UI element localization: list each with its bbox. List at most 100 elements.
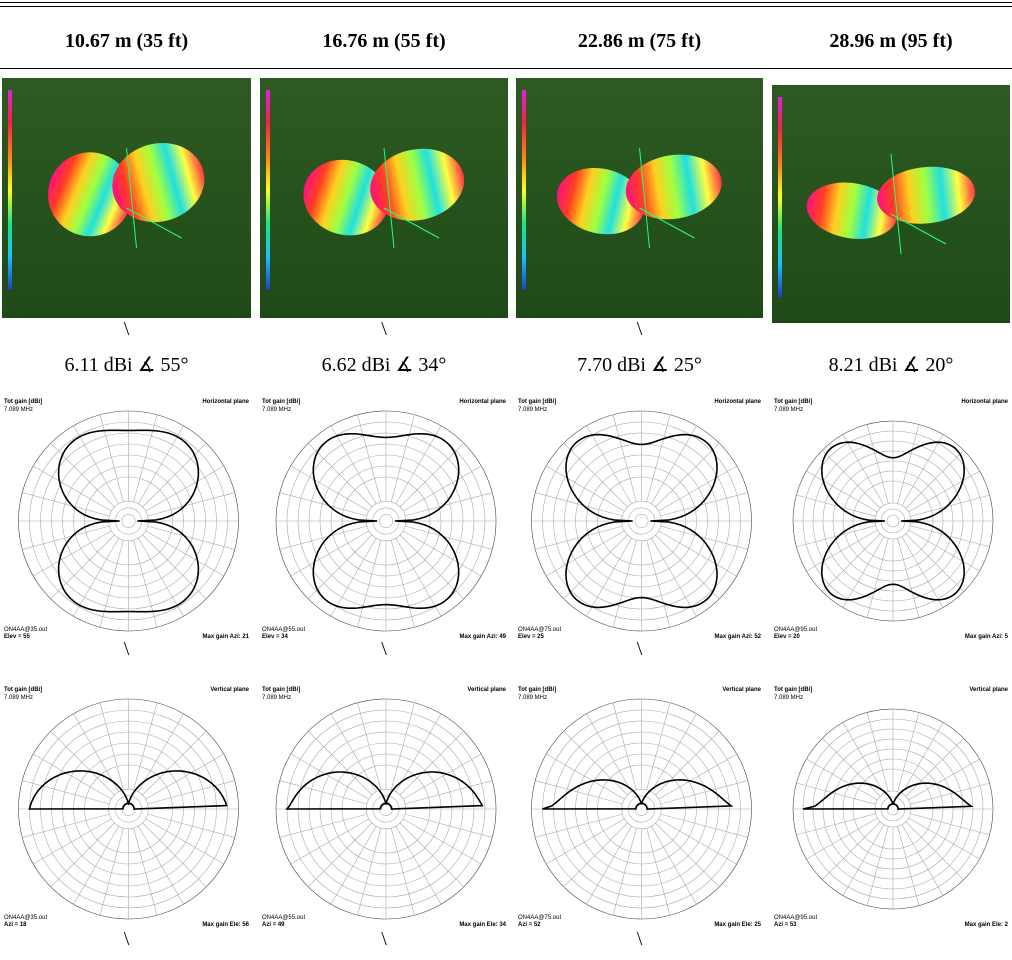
separator: \ bbox=[381, 928, 387, 950]
grid-spoke bbox=[806, 529, 878, 572]
grid-spoke bbox=[842, 722, 885, 794]
plot-label: Tot gain [dBi] bbox=[4, 687, 42, 693]
plot-label: Vertical plane bbox=[467, 687, 506, 693]
grid-spoke bbox=[399, 534, 464, 599]
gain-caption: 6.11 dBi ∡ 55° bbox=[64, 354, 189, 376]
grid-spoke bbox=[901, 824, 944, 896]
grid-spoke bbox=[651, 425, 697, 505]
grid-spoke bbox=[646, 702, 671, 790]
grid-spoke bbox=[546, 530, 625, 577]
grid-spoke bbox=[402, 530, 482, 577]
grid-spoke bbox=[402, 465, 482, 512]
grid-spoke bbox=[147, 813, 235, 838]
grid-spoke bbox=[612, 414, 637, 502]
color-bar bbox=[778, 97, 782, 297]
separator: \ bbox=[636, 928, 643, 950]
vertical-polar-plot: Tot gain [dBi] 7.089 MHz Vertical plane ON4… bbox=[774, 687, 1009, 928]
plot-label: Azi = 49 bbox=[262, 922, 285, 928]
plot-label: Vertical plane bbox=[969, 687, 1008, 693]
plot-label: ON4AA@55.out bbox=[262, 915, 305, 921]
grid-spoke bbox=[405, 492, 493, 517]
grid-spoke bbox=[99, 540, 124, 628]
grid-spoke bbox=[402, 818, 482, 865]
plot-label: ON4AA@35.out bbox=[4, 915, 47, 921]
grid-spoke bbox=[901, 536, 944, 608]
plot-label: 7.089 MHz bbox=[774, 695, 803, 701]
grid-spoke bbox=[660, 813, 748, 838]
plot-label: ON4AA@55.out bbox=[262, 627, 305, 633]
axis bbox=[890, 153, 902, 255]
grid-spoke bbox=[908, 529, 980, 572]
grid-spoke bbox=[905, 533, 964, 592]
grid-spoke bbox=[660, 525, 748, 550]
grid-spoke bbox=[806, 758, 878, 801]
separator: \ bbox=[381, 318, 387, 340]
grid-spoke bbox=[563, 822, 628, 887]
grid-spoke bbox=[357, 414, 382, 502]
grid-spoke bbox=[866, 424, 889, 504]
grid-spoke bbox=[357, 540, 382, 628]
plot-label: Tot gain [dBi] bbox=[262, 687, 300, 693]
grid-spoke bbox=[138, 537, 184, 617]
gain-caption: 7.70 dBi ∡ 25° bbox=[577, 354, 702, 376]
separator: \ bbox=[123, 638, 130, 660]
plot-label: 7.089 MHz bbox=[518, 407, 547, 413]
separator: \ bbox=[636, 318, 643, 340]
plot-label: Tot gain [dBi] bbox=[518, 399, 556, 405]
plot-label: Elev = 34 bbox=[262, 634, 289, 640]
plot-label: Horizontal plane bbox=[459, 399, 506, 405]
plot-label: Tot gain [dBi] bbox=[774, 687, 812, 693]
horizontal-polar-plot: Tot gain [dBi] 7.089 MHz Horizontal plane O… bbox=[4, 399, 250, 640]
grid-spoke bbox=[399, 443, 464, 508]
grid-spoke bbox=[33, 465, 112, 512]
grid-spoke bbox=[866, 712, 889, 792]
gain-caption: 8.21 dBi ∡ 20° bbox=[828, 354, 954, 376]
grid-spoke bbox=[330, 825, 377, 905]
grid-spoke bbox=[612, 540, 637, 628]
plot-label: Horizontal plane bbox=[202, 399, 249, 405]
grid-spoke bbox=[660, 780, 748, 805]
lobe bbox=[877, 166, 976, 224]
grid-spoke bbox=[897, 826, 920, 906]
grid-spoke bbox=[405, 780, 493, 805]
plot-label: 7.089 MHz bbox=[262, 695, 291, 701]
grid-spoke bbox=[99, 702, 124, 790]
grid-spoke bbox=[546, 465, 625, 512]
grid-spoke bbox=[145, 530, 224, 577]
grid-spoke bbox=[147, 492, 235, 517]
grid-spoke bbox=[22, 813, 110, 838]
grid-spoke bbox=[390, 540, 415, 628]
grid-spoke bbox=[279, 525, 367, 550]
plot-label: 7.089 MHz bbox=[4, 695, 33, 701]
plot-label: Max gain Ele: 56 bbox=[202, 922, 249, 928]
grid-spoke bbox=[290, 465, 370, 512]
plot-label: Vertical plane bbox=[722, 687, 761, 693]
grid-spoke bbox=[905, 738, 964, 797]
grid-spoke bbox=[586, 713, 632, 793]
plot-label: ON4AA@95.out bbox=[774, 627, 817, 633]
plot-label: Elev = 20 bbox=[774, 634, 801, 640]
pattern-curve bbox=[542, 779, 734, 810]
grid-spoke bbox=[651, 537, 697, 617]
lobe bbox=[370, 148, 465, 221]
grid-spoke bbox=[910, 494, 990, 517]
axis bbox=[383, 147, 395, 249]
grid-spoke bbox=[330, 425, 377, 505]
lobe bbox=[556, 167, 645, 235]
grid-spoke bbox=[395, 537, 442, 617]
grid-spoke bbox=[145, 465, 224, 512]
grid-spoke bbox=[658, 753, 737, 800]
grid-spoke bbox=[822, 533, 881, 592]
rule bbox=[0, 6, 1012, 7]
grid-spoke bbox=[308, 822, 373, 887]
grid-spoke bbox=[563, 731, 628, 796]
grid-spoke bbox=[308, 731, 373, 796]
grid-spoke bbox=[901, 434, 944, 506]
grid-spoke bbox=[142, 443, 207, 508]
vertical-polar-plot: Tot gain [dBi] 7.089 MHz Vertical plane ON4… bbox=[518, 687, 762, 928]
grid-spoke bbox=[395, 825, 442, 905]
pattern-curve bbox=[802, 782, 974, 810]
pattern-3d-image bbox=[260, 78, 508, 318]
grid-spoke bbox=[33, 818, 112, 865]
